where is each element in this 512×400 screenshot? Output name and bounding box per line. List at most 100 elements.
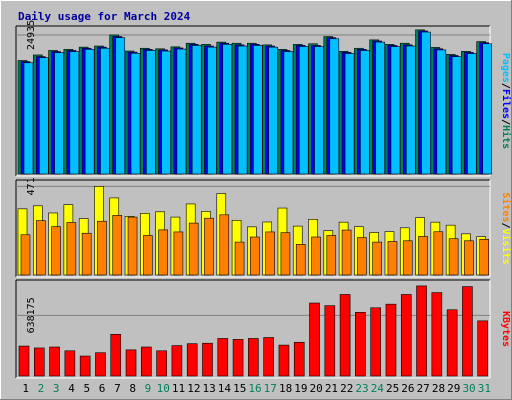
bar-kbytes-day-21 <box>324 305 336 377</box>
y-max-label: 24935 <box>26 20 37 50</box>
bar-kbytes-day-28 <box>431 292 443 377</box>
bar-pages-day-28 <box>436 49 447 175</box>
side-legend-item: Pages <box>500 53 511 83</box>
bar-pages-day-21 <box>329 38 340 175</box>
bar-sites-day-5 <box>81 232 92 276</box>
bar-kbytes-day-15 <box>232 339 244 377</box>
bar-kbytes-day-29 <box>446 309 458 377</box>
bar-pages-day-23 <box>360 50 370 175</box>
bar-kbytes-day-7 <box>110 333 122 377</box>
x-tick-label: 14 <box>218 382 232 395</box>
bar-sites-day-6 <box>97 220 107 276</box>
side-legend-hits-files-pages: Pages/Files/Hits <box>500 53 512 149</box>
x-tick-label: 9 <box>145 382 152 395</box>
bar-kbytes-day-24 <box>370 307 381 377</box>
bar-pages-day-20 <box>314 46 324 175</box>
y-max-label: 638175 <box>26 297 37 333</box>
bar-pages-day-13 <box>207 46 217 175</box>
bar-pages-day-26 <box>405 45 416 175</box>
bar-kbytes-day-23 <box>355 312 366 377</box>
bar-pages-day-29 <box>451 56 462 175</box>
x-tick-label: 31 <box>478 382 491 395</box>
side-legend-item: Files <box>500 89 512 119</box>
bar-sites-day-28 <box>433 231 444 276</box>
bar-pages-day-27 <box>421 31 431 175</box>
x-tick-label: 25 <box>386 382 399 395</box>
bar-kbytes-day-4 <box>64 350 76 377</box>
x-tick-label: 15 <box>233 382 246 395</box>
bar-sites-day-7 <box>112 215 123 276</box>
bar-kbytes-day-20 <box>309 302 320 377</box>
bar-kbytes-day-10 <box>156 350 167 377</box>
side-legend-visits-sites: Sites/Visits <box>500 192 512 264</box>
x-tick-label: 20 <box>310 382 323 395</box>
bar-sites-day-1 <box>20 234 31 276</box>
bar-pages-day-10 <box>161 50 171 175</box>
bar-pages-day-4 <box>69 51 80 175</box>
bar-sites-day-20 <box>311 236 321 276</box>
x-tick-label: 3 <box>53 382 60 395</box>
bar-pages-day-1 <box>23 62 34 175</box>
x-tick-label: 11 <box>172 382 185 395</box>
bar-sites-day-17 <box>265 231 275 276</box>
bar-kbytes-day-11 <box>171 345 183 377</box>
x-tick-label: 6 <box>99 382 106 395</box>
bar-sites-day-2 <box>35 220 46 276</box>
bar-sites-day-26 <box>402 240 413 276</box>
bar-sites-day-23 <box>357 237 367 276</box>
x-axis-labels: 1 2 3 4 5 6 7 8 9 10 11 12 13 14 15 16 17 18 19 20 21 22 23 24 2… <box>22 382 491 395</box>
bar-sites-day-31 <box>479 238 490 276</box>
bar-kbytes-day-9 <box>141 346 152 377</box>
bar-pages-day-22 <box>344 53 355 175</box>
panel-visits-sites: 471 Sites/Visits <box>15 177 512 278</box>
x-tick-label: 24 <box>371 382 385 395</box>
bar-sites-day-30 <box>464 240 474 276</box>
y-max-label: 471 <box>26 177 37 195</box>
bar-sites-day-10 <box>158 229 168 276</box>
bar-pages-day-31 <box>482 43 493 175</box>
side-legend-kbytes: KBytes <box>500 311 511 347</box>
bar-pages-day-3 <box>54 52 64 175</box>
bar-sites-day-4 <box>66 222 77 276</box>
bar-sites-day-16 <box>250 236 260 276</box>
x-tick-label: 29 <box>447 382 460 395</box>
bar-kbytes-day-8 <box>125 349 137 377</box>
side-legend-item: Visits <box>500 229 512 265</box>
bar-kbytes-day-13 <box>202 342 213 377</box>
bar-kbytes-day-30 <box>462 286 473 377</box>
chart-title: Daily usage for March 2024 <box>18 10 191 23</box>
x-tick-label: 10 <box>157 382 170 395</box>
x-tick-label: 13 <box>203 382 216 395</box>
bar-sites-day-3 <box>51 226 61 276</box>
bar-kbytes-day-22 <box>339 294 351 377</box>
side-legend-item: / <box>500 83 511 89</box>
x-tick-label: 27 <box>417 382 430 395</box>
bar-kbytes-day-19 <box>293 341 305 377</box>
side-legend-item: Hits <box>500 125 512 149</box>
bar-sites-day-24 <box>372 241 382 276</box>
x-tick-label: 22 <box>340 382 353 395</box>
bar-sites-day-11 <box>173 231 184 276</box>
bar-kbytes-day-5 <box>79 355 91 377</box>
bar-sites-day-19 <box>295 244 306 276</box>
bar-pages-day-5 <box>84 49 95 175</box>
bar-pages-day-9 <box>146 50 156 175</box>
x-tick-label: 4 <box>68 382 75 395</box>
bar-pages-day-6 <box>100 47 110 175</box>
x-tick-label: 17 <box>264 382 277 395</box>
side-legend-item: KBytes <box>500 311 511 347</box>
x-tick-label: 2 <box>38 382 45 395</box>
x-tick-label: 7 <box>114 382 121 395</box>
bar-kbytes-day-1 <box>18 345 30 377</box>
bar-sites-day-12 <box>188 222 199 276</box>
x-tick-label: 8 <box>129 382 136 395</box>
bar-kbytes-day-16 <box>248 338 259 377</box>
bar-kbytes-day-12 <box>186 343 198 377</box>
bar-pages-day-17 <box>268 46 278 175</box>
x-tick-label: 16 <box>248 382 261 395</box>
side-legend-item: / <box>500 222 511 228</box>
bar-sites-day-14 <box>219 214 230 276</box>
